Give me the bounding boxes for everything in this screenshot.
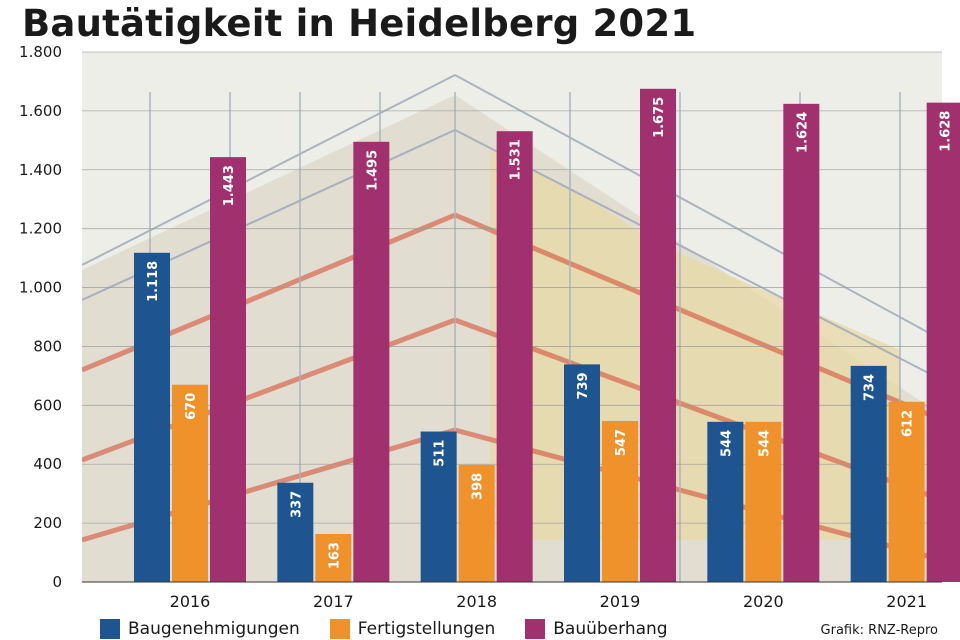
- x-tick-label: 2016: [170, 592, 211, 611]
- value-label: 547: [614, 429, 629, 456]
- legend-item-fertigstellungen: Fertigstellungen: [329, 619, 496, 639]
- bar-fertigstellungen-2021: [888, 401, 925, 582]
- x-tick-label: 2020: [743, 592, 784, 611]
- value-label: 1.628: [939, 111, 954, 152]
- y-tick-label: 400: [33, 455, 62, 473]
- y-tick-label: 1.800: [19, 43, 62, 61]
- bar-baugenehmigungen-2020: [707, 421, 744, 582]
- value-label: 1.675: [652, 97, 667, 138]
- value-label: 1.495: [365, 150, 380, 191]
- bar-fertigstellungen-2020: [745, 421, 782, 582]
- legend-item-baugenehmigungen: Baugenehmigungen: [100, 619, 300, 639]
- legend: Baugenehmigungen Fertigstellungen Bauübe…: [100, 619, 698, 639]
- bar-fertigstellungen-2018: [458, 464, 495, 582]
- value-label: 1.531: [509, 139, 524, 180]
- legend-label-bauueberhang: Bauüberhang: [553, 619, 668, 639]
- bar-baugenehmigungen-2016: [134, 252, 170, 583]
- value-label: 734: [863, 374, 878, 401]
- y-tick-label: 1.000: [19, 279, 62, 297]
- value-label: 1.118: [146, 261, 161, 302]
- value-label: 1.624: [795, 112, 810, 153]
- bar-fertigstellungen-2016: [172, 384, 208, 582]
- chart-title: Bautätigkeit in Heidelberg 2021: [22, 2, 697, 45]
- value-label: 1.443: [222, 165, 237, 206]
- legend-label-baugenehmigungen: Baugenehmigungen: [128, 619, 300, 639]
- value-label: 398: [471, 473, 486, 500]
- bar-baugenehmigungen-2021: [850, 365, 887, 582]
- y-tick-label: 600: [33, 396, 62, 414]
- bar-baugenehmigungen-2018: [420, 431, 457, 582]
- legend-label-fertigstellungen: Fertigstellungen: [357, 619, 496, 639]
- bar-fertigstellungen-2017: [315, 534, 352, 582]
- bars: 1.118 670 1.443 337 163 1.495 511 398 1.531 739 54…: [134, 88, 960, 583]
- y-tick-label: 1.400: [19, 161, 62, 179]
- value-label: 670: [184, 393, 199, 420]
- graphic-credit: Grafik: RNZ-Repro: [820, 623, 938, 638]
- value-label: 612: [901, 410, 916, 437]
- y-tick-label: 1.600: [19, 102, 62, 120]
- x-tick-label: 2017: [313, 592, 354, 611]
- value-label: 337: [289, 491, 304, 518]
- y-tick-label: 1.200: [19, 220, 62, 238]
- value-label: 163: [327, 542, 342, 569]
- legend-swatch-bauueberhang: [525, 619, 546, 639]
- x-tick-label: 2021: [886, 592, 927, 611]
- x-axis: 2016 2017 2018 2019 2020 2021: [82, 581, 942, 611]
- scaffold-pole: [454, 74, 942, 341]
- bar-bauueberhang-2019: [640, 88, 676, 583]
- value-label: 739: [576, 372, 591, 399]
- x-tick-label: 2018: [456, 592, 497, 611]
- bar-bauueberhang-2016: [210, 157, 246, 582]
- y-tick-label: 200: [33, 514, 62, 532]
- bar-bauueberhang-2017: [353, 141, 390, 583]
- legend-item-bauueberhang: Bauüberhang: [525, 619, 668, 639]
- y-tick-label: 800: [33, 337, 62, 355]
- scaffold-pole: [454, 129, 942, 381]
- y-axis: 0 200 400 600 800 1.000 1.200 1.400 1.600 1.800: [19, 43, 62, 591]
- bar-bauueberhang-2021: [926, 102, 960, 583]
- value-label: 511: [433, 440, 448, 467]
- bar-bauueberhang-2018: [496, 131, 533, 582]
- bar-baugenehmigungen-2017: [277, 482, 314, 582]
- legend-swatch-baugenehmigungen: [100, 619, 120, 639]
- legend-swatch-fertigstellungen: [329, 619, 350, 639]
- bar-baugenehmigungen-2019: [564, 364, 600, 582]
- bar-fertigstellungen-2019: [602, 420, 638, 582]
- bar-bauueberhang-2020: [783, 103, 820, 583]
- value-label: 544: [719, 430, 734, 457]
- value-label: 544: [757, 430, 772, 457]
- y-tick-label: 0: [52, 573, 62, 591]
- x-tick-label: 2019: [600, 592, 641, 611]
